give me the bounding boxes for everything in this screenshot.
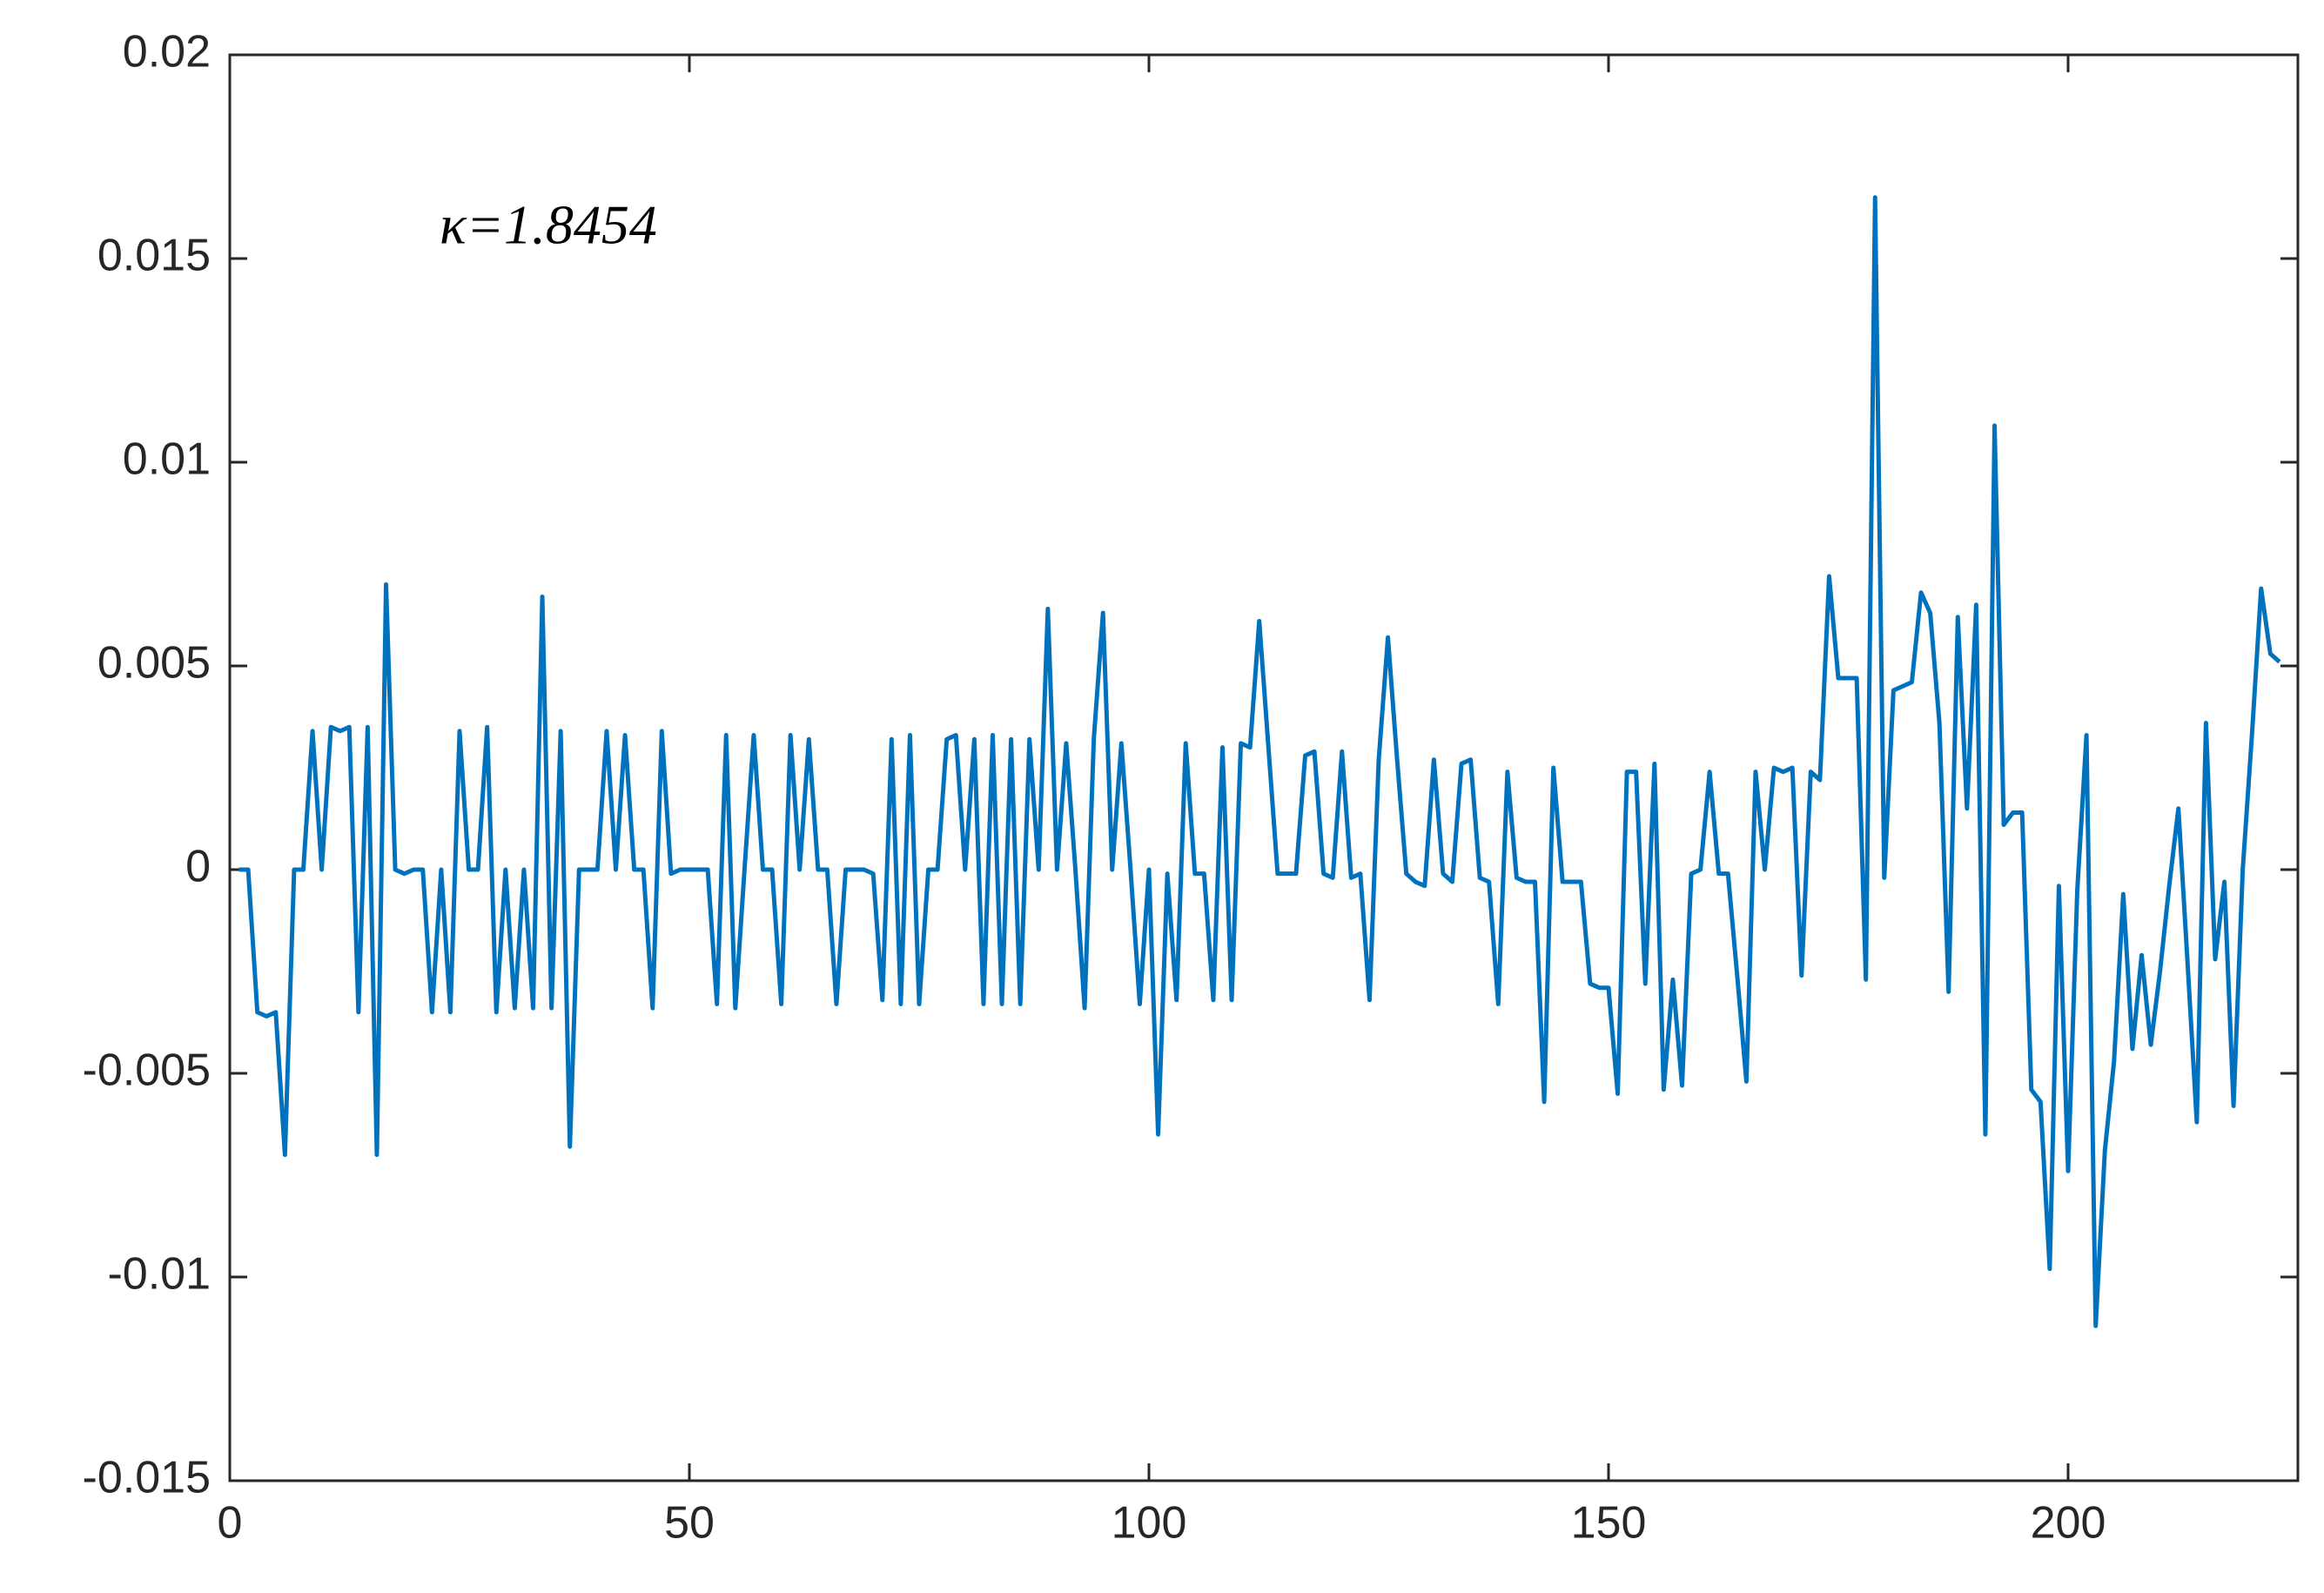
plot-frame (228, 53, 2300, 1482)
x-tick-label: 150 (1571, 1498, 1647, 1549)
x-tick-label: 100 (1112, 1498, 1187, 1549)
data-line (238, 195, 2281, 1328)
y-tick-label: -0.005 (83, 1045, 211, 1096)
y-tick-label: 0.02 (123, 27, 211, 77)
y-tick-label: 0 (185, 842, 211, 892)
x-tick-label: 0 (218, 1498, 243, 1549)
y-tick-label: -0.01 (107, 1249, 211, 1300)
y-tick-label: 0.015 (97, 231, 211, 281)
y-tick-label: -0.015 (83, 1453, 211, 1503)
x-tick-label: 50 (664, 1498, 715, 1549)
y-tick-label: 0.005 (97, 638, 211, 689)
y-tick-label: 0.01 (123, 434, 211, 485)
annotation: κ=1.8454 (440, 194, 657, 256)
x-tick-label: 200 (2031, 1498, 2106, 1549)
